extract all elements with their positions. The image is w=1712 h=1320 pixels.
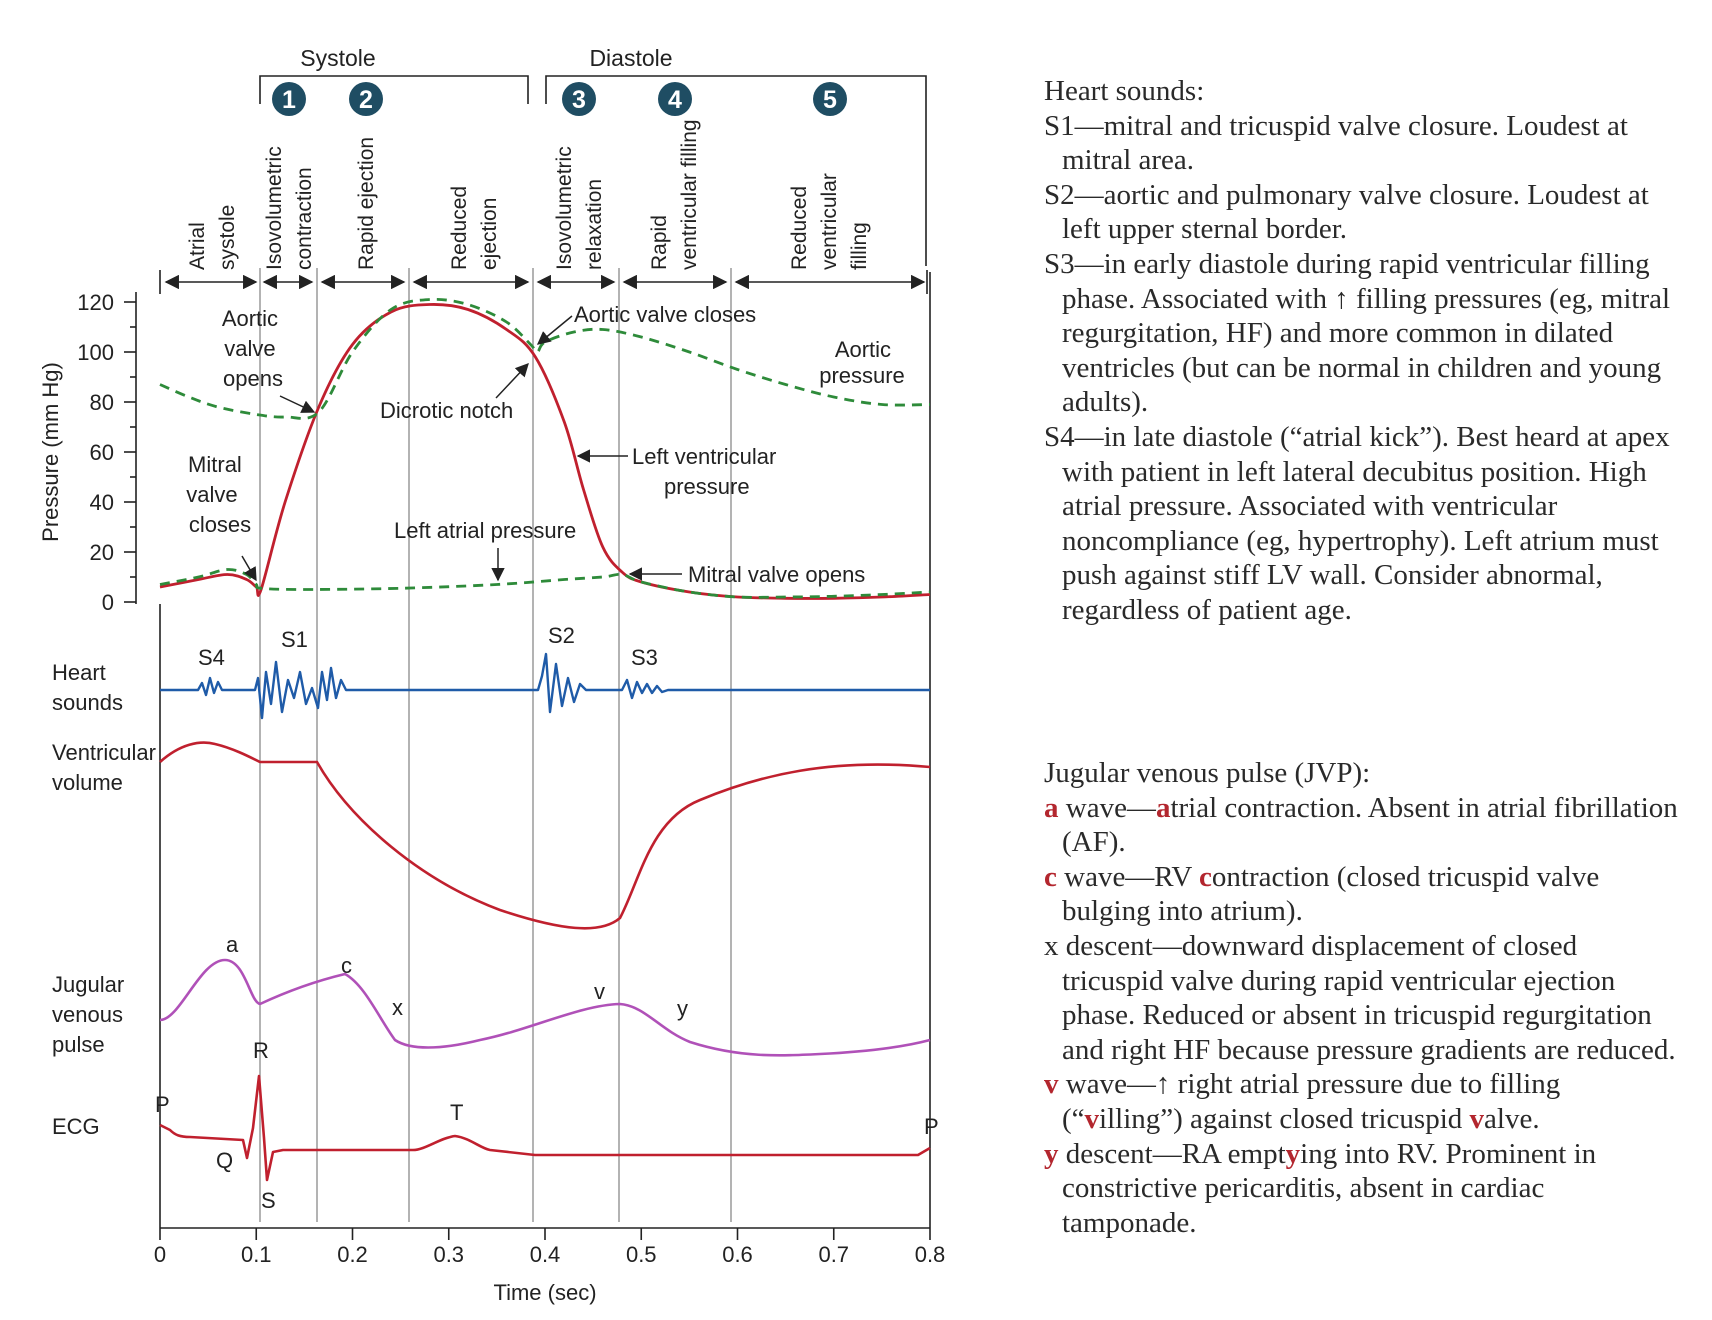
time-tick-label: 0.7: [818, 1242, 849, 1267]
pressure-tick-label: 100: [77, 340, 114, 365]
pressure-annotations: Aortic valve opens Aortic valve closes A…: [186, 302, 905, 587]
a-wave-note: a wave—atrial contraction. Absent in atr…: [1044, 791, 1678, 859]
s4-note: S4—in late diastole (“atrial kick”). Bes…: [1044, 420, 1670, 626]
time-tick-label: 0.1: [241, 1242, 272, 1267]
svg-text:3: 3: [572, 86, 586, 114]
phase-label-atrial-systole: Atrial systole: [186, 205, 239, 270]
ecg-row-label: ECG: [52, 1114, 100, 1139]
v-wave-note: v wave—↑ right atrial pressure due to fi…: [1044, 1068, 1561, 1135]
jvp-trace: a c x v y: [159, 932, 931, 1057]
time-tick-label: 0.8: [915, 1242, 946, 1267]
phase-label-reduced-ejection: Reduced ejection: [448, 180, 501, 270]
x-descent-note: x descent—downward displacement of close…: [1044, 929, 1676, 1066]
phase-label-rapid-ejection: Rapid ejection: [355, 137, 378, 270]
time-tick-label: 0.3: [433, 1242, 464, 1267]
phase-badges: 1 2 3 4 5: [272, 82, 847, 116]
ventricular-volume-trace: [159, 741, 931, 930]
ecg-p-end-label: P: [924, 1114, 939, 1139]
pressure-axis: 120 100 80 60 40 20 0 Pressure (mm Hg): [38, 290, 137, 615]
y-descent-note: y descent—RA emptying into RV. Prominent…: [1044, 1137, 1597, 1239]
svg-text:2: 2: [359, 86, 373, 114]
ventricular-volume-row-label: Ventricular volume: [52, 740, 162, 795]
phase-label-isovolumetric-relaxation: Isovolumetric relaxation: [553, 140, 606, 270]
phase-label-rapid-ventricular-filling: Rapid ventricular filling: [648, 119, 701, 270]
heart-sounds-trace: S4 S1 S2 S3: [160, 623, 930, 720]
s1-note: S1—mitral and tricuspid valve closure. L…: [1044, 109, 1628, 177]
left-ventricular-pressure-label: Left ventricular pressure: [632, 444, 782, 499]
jvp-x-label: x: [392, 995, 403, 1020]
aortic-pressure-line: [159, 297, 931, 420]
ecg-trace: P Q R S T P: [155, 1038, 939, 1213]
mitral-valve-opens-label: Mitral valve opens: [688, 562, 865, 587]
systole-label: Systole: [300, 45, 375, 71]
pressure-tick-label: 20: [90, 540, 114, 565]
dicrotic-notch-arrow: [495, 363, 529, 399]
pressure-tick-label: 40: [90, 490, 114, 515]
time-axis-label: Time (sec): [493, 1280, 596, 1305]
time-axis: 0 0.1 0.2 0.3 0.4 0.5 0.6 0.7 0.8 Time (sec): [154, 272, 945, 1305]
mitral-valve-closes-label: Mitral valve closes: [186, 452, 251, 537]
s1-label: S1: [281, 627, 308, 652]
phase-duration-arrows: [159, 270, 928, 294]
aortic-pressure-label: Aortic pressure: [819, 337, 905, 388]
phase-divider-lines: [259, 268, 732, 1222]
diastole-label: Diastole: [589, 45, 672, 71]
pressure-tick-label: 80: [90, 390, 114, 415]
s2-label: S2: [548, 623, 575, 648]
jvp-c-label: c: [341, 953, 352, 978]
jvp-notes-title: Jugular venous pulse (JVP):: [1044, 757, 1371, 789]
time-tick-label: 0.5: [626, 1242, 657, 1267]
systole-bracket: Systole: [259, 45, 529, 104]
pressure-tick-label: 120: [77, 290, 114, 315]
svg-text:4: 4: [668, 86, 682, 114]
jvp-notes: Jugular venous pulse (JVP): a wave—atria…: [1044, 756, 1684, 1240]
aortic-valve-opens-label: Aortic valve opens: [222, 306, 284, 391]
c-wave-note: c wave—RV contraction (closed tricuspid …: [1044, 860, 1600, 928]
phase-badge-5: 5: [813, 82, 847, 116]
jvp-v-label: v: [594, 979, 605, 1004]
row-labels: Heart sounds Ventricular volume Jugular …: [52, 660, 162, 1139]
s2-note: S2—aortic and pulmonary valve closure. L…: [1044, 178, 1649, 246]
phase-badge-2: 2: [349, 82, 383, 116]
phase-label-isovolumetric-contraction: Isovolumetric contraction: [263, 140, 316, 270]
time-tick-label: 0.6: [722, 1242, 753, 1267]
heart-sounds-row-label: Heart sounds: [52, 660, 123, 715]
time-tick-label: 0: [154, 1242, 166, 1267]
ecg-r-label: R: [253, 1038, 269, 1063]
jvp-a-label: a: [226, 932, 239, 957]
jvp-row-label: Jugular venous pulse: [52, 972, 130, 1057]
phase-labels: Atrial systole Isovolumetric contraction…: [186, 119, 871, 270]
phase-badge-1: 1: [272, 82, 306, 116]
svg-text:1: 1: [282, 86, 296, 114]
diastole-bracket: Diastole: [545, 45, 927, 266]
mitral-valve-closes-arrow: [241, 555, 257, 582]
phase-badge-3: 3: [562, 82, 596, 116]
phase-badge-4: 4: [658, 82, 692, 116]
s4-label: S4: [198, 645, 225, 670]
pressure-tick-label: 60: [90, 440, 114, 465]
aortic-valve-opens-arrow: [279, 395, 316, 413]
heart-sounds-notes: Heart sounds: S1—mitral and tricuspid va…: [1044, 74, 1684, 628]
ecg-p-start-label: P: [155, 1092, 170, 1117]
heart-sounds-notes-title: Heart sounds:: [1044, 75, 1205, 107]
phase-label-reduced-ventricular-filling: Reduced ventricular filling: [788, 167, 871, 270]
time-tick-label: 0.2: [337, 1242, 368, 1267]
time-tick-label: 0.4: [530, 1242, 561, 1267]
s3-note: S3—in early diastole during rapid ventri…: [1044, 247, 1671, 419]
ecg-s-label: S: [261, 1188, 276, 1213]
svg-text:5: 5: [823, 86, 837, 114]
aortic-valve-closes-label: Aortic valve closes: [574, 302, 756, 327]
aortic-valve-closes-arrow: [536, 315, 573, 345]
ecg-t-label: T: [450, 1100, 463, 1125]
s3-label: S3: [631, 645, 658, 670]
jvp-y-label: y: [677, 996, 688, 1021]
pressure-axis-label: Pressure (mm Hg): [38, 362, 63, 542]
left-atrial-pressure-label: Left atrial pressure: [394, 518, 576, 543]
pressure-tick-label: 0: [102, 590, 114, 615]
dicrotic-notch-label: Dicrotic notch: [380, 398, 513, 423]
ecg-q-label: Q: [216, 1148, 233, 1173]
